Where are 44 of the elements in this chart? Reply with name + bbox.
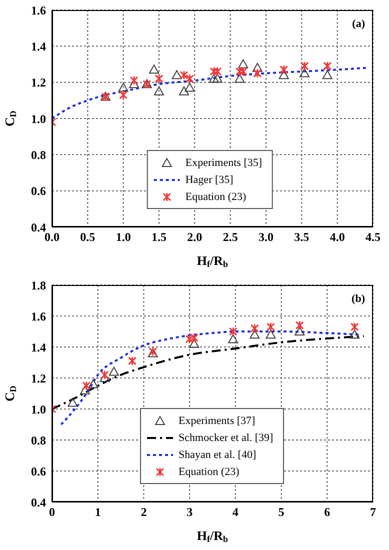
x-tick-label: 4.0 [330, 230, 345, 244]
y-tick-label: 1.6 [31, 3, 46, 18]
x-axis-title: H$_{f}$/R$_{b}$ [196, 528, 228, 544]
x-tick-label: 1.5 [152, 230, 166, 244]
x-tick-label: 0.0 [44, 230, 60, 244]
legend-label: Hager [35] [185, 174, 234, 186]
legend-label: Schmocker et al. [39] [178, 432, 274, 444]
y-tick-label: 0.4 [31, 495, 46, 510]
y-tick-label: 1.4 [31, 39, 46, 54]
x-tick-label: 3.0 [258, 230, 274, 244]
x-axis-title: H$_{f}$/R$_{b}$ [196, 253, 228, 270]
y-tick-label: 1.2 [31, 371, 46, 386]
y-tick-label: 1.0 [31, 112, 46, 126]
x-tick-label: 2.0 [187, 230, 202, 244]
legend-label: Equation (23) [185, 190, 246, 202]
x-tick-label: 3.5 [294, 230, 310, 244]
x-tick-label: 3 [186, 505, 193, 519]
x-tick-label: 7 [370, 505, 376, 519]
legend-label: Experiments [35] [185, 156, 262, 168]
x-tick-label: 0 [49, 505, 55, 519]
y-tick-label: 0.4 [31, 220, 46, 234]
y-tick-label: 0.6 [31, 184, 46, 198]
x-tick-label: 2.5 [222, 230, 238, 244]
annotation: (a) [352, 18, 365, 30]
legend-label: Experiments [37] [178, 414, 256, 426]
y-tick-label: 1.0 [31, 402, 46, 416]
x-tick-label: 2 [140, 505, 147, 519]
annotation: (b) [352, 293, 365, 305]
x-tick-label: 4.5 [366, 230, 380, 244]
x-tick-label: 4 [232, 505, 238, 519]
y-tick-label: 1.2 [31, 76, 46, 90]
x-tick-label: 1 [94, 505, 101, 519]
legend-label: Equation (23) [178, 466, 240, 478]
x-tick-label: 0.5 [80, 230, 96, 244]
y-tick-label: 0.8 [31, 433, 46, 448]
y-tick-label: 1.8 [31, 278, 46, 292]
y-tick-label: 0.8 [31, 148, 46, 162]
y-tick-label: 0.6 [31, 464, 46, 478]
y-tick-label: 1.6 [31, 309, 46, 324]
x-tick-label: 5 [278, 505, 284, 519]
y-tick-label: 1.4 [31, 340, 46, 354]
legend-label: Shayan et al. [40] [178, 448, 256, 460]
x-tick-label: 1.0 [116, 230, 131, 244]
x-tick-label: 6 [324, 505, 330, 519]
